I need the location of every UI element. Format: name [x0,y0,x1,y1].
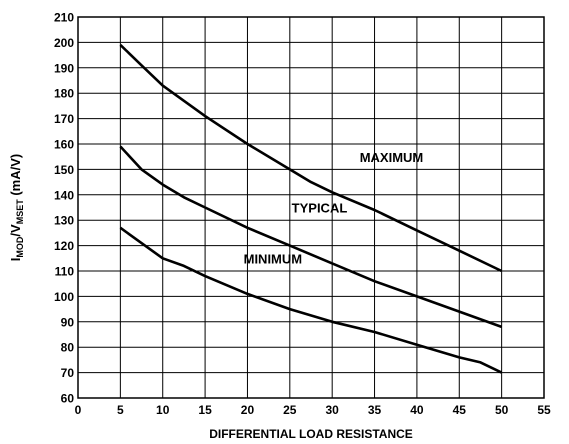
y-tick-label: 180 [54,87,74,101]
y-tick-labels: 60 70 80 90 100 110 120 130 140 150 160 170 180 190 20… [54,11,74,406]
series-label-maximum: MAXIMUM [360,150,424,165]
y-tick-label: 60 [61,392,75,406]
y-tick-label: 150 [54,163,74,177]
y-tick-label: 90 [61,315,75,329]
x-tick-label: 50 [495,403,509,417]
y-tick-label: 190 [54,61,74,75]
series-label-minimum: MINIMUM [244,251,303,266]
x-tick-labels: 0 5 10 15 20 25 30 35 40 45 50 55 [75,403,551,417]
x-tick-label: 15 [198,403,212,417]
x-tick-label: 35 [368,403,382,417]
series-label-typical: TYPICAL [292,201,348,216]
x-tick-label: 5 [117,403,124,417]
x-tick-label: 30 [326,403,340,417]
series-labels: MAXIMUM TYPICAL MINIMUM [244,150,424,267]
y-tick-label: 130 [54,214,74,228]
y-tick-label: 110 [55,265,75,279]
x-tick-label: 20 [241,403,255,417]
y-tick-label: 210 [54,11,74,25]
x-tick-label: 25 [283,403,297,417]
series-line-typical [119,145,503,329]
x-axis-title: DIFFERENTIAL LOAD RESISTANCE [209,427,413,441]
plot-frame [77,16,545,399]
y-tick-label: 120 [54,239,74,253]
y-tick-label: 100 [54,290,74,304]
x-tick-label: 55 [537,403,551,417]
y-tick-label: 170 [54,112,74,126]
y-tick-label: 70 [61,366,75,380]
x-tick-label: 45 [453,403,467,417]
y-tick-label: 160 [54,138,74,152]
x-tick-label: 10 [156,403,170,417]
series-line-minimum [119,226,503,374]
y-tick-label: 200 [54,36,74,50]
x-tick-label: 40 [410,403,424,417]
y-tick-label: 80 [61,341,75,355]
y-axis-title: IMOD/VMSET (mA/V) [8,154,25,261]
y-tick-label: 140 [54,188,74,202]
series-line-maximum [119,43,503,273]
x-tick-label: 0 [75,403,82,417]
series-lines [119,43,503,374]
